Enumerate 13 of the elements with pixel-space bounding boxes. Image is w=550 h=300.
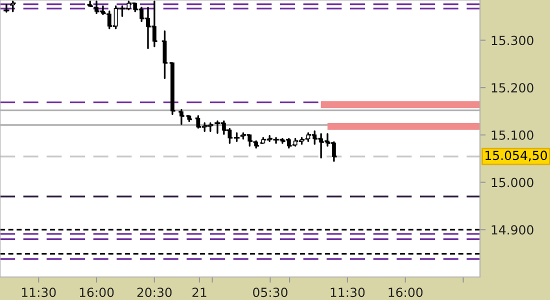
x-tick-label: 05:30 [253, 288, 288, 298]
y-tick-label: 15.300 [492, 36, 534, 46]
x-tick-label: 11:30 [330, 288, 365, 298]
y-tick-label: 15.000 [492, 178, 534, 188]
y-tick-label: 15.100 [492, 130, 534, 140]
x-tick-label: 21 [192, 288, 206, 297]
y-tick-label: 15.200 [492, 83, 534, 93]
ref-line-label: 15.054,50 [486, 150, 547, 162]
x-tick-label: 11:30 [22, 288, 56, 298]
x-tick-label: 16:00 [388, 288, 423, 298]
x-tick-label: 16:00 [80, 288, 114, 298]
y-tick-label: 14.900 [492, 225, 534, 235]
x-tick-label: 20:30 [137, 288, 172, 298]
